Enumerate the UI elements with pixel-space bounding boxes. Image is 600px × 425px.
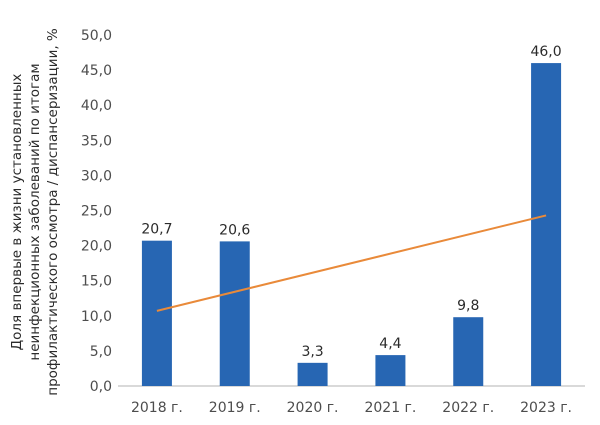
y-tick-label: 15,0 <box>81 274 112 290</box>
y-tick-label: 30,0 <box>81 168 112 184</box>
bar <box>453 317 484 386</box>
data-label: 20,6 <box>219 222 250 238</box>
x-tick-label: 2018 г. <box>131 400 183 416</box>
y-axis-ticks: 0,0 5,0 10,0 15,0 20,0 25,0 30,0 35,0 40,0 45,0 50… <box>81 28 112 395</box>
y-axis-title-line: Доля впервые в жизни установленных <box>9 74 25 351</box>
trendline <box>156 214 547 312</box>
data-labels: 20,7 20,6 3,3 4,4 9,8 46,0 <box>141 44 561 360</box>
y-tick-label: 40,0 <box>81 98 112 114</box>
y-tick-label: 50,0 <box>81 28 112 44</box>
bars <box>141 63 562 387</box>
y-tick-label: 35,0 <box>81 133 112 149</box>
x-tick-label: 2019 г. <box>209 400 261 416</box>
bar <box>141 240 172 386</box>
y-axis-title-line: неинфекционных заболеваний по итогам <box>27 63 43 360</box>
x-tick-label: 2022 г. <box>442 400 494 416</box>
y-tick-label: 10,0 <box>81 309 112 325</box>
bar <box>531 63 562 387</box>
data-label: 4,4 <box>379 336 401 352</box>
data-label: 20,7 <box>141 222 172 238</box>
x-axis-ticks: 2018 г. 2019 г. 2020 г. 2021 г. 2022 г. 2023 … <box>131 400 572 416</box>
bar <box>219 241 250 386</box>
x-tick-label: 2021 г. <box>364 400 416 416</box>
data-label: 9,8 <box>457 298 479 314</box>
data-label: 46,0 <box>530 44 561 60</box>
bar <box>297 362 328 386</box>
y-axis-title-line: профилактического осмотра / диспансериза… <box>45 28 61 396</box>
y-tick-label: 0,0 <box>90 379 112 395</box>
y-tick-label: 5,0 <box>90 344 112 360</box>
x-tick-label: 2023 г. <box>520 400 572 416</box>
y-tick-label: 25,0 <box>81 204 112 220</box>
x-tick-label: 2020 г. <box>287 400 339 416</box>
bar <box>375 355 406 386</box>
y-axis-title: Доля впервые в жизни установленных неинфе… <box>9 28 61 396</box>
data-label: 3,3 <box>301 344 323 360</box>
y-tick-label: 20,0 <box>81 239 112 255</box>
y-tick-label: 45,0 <box>81 63 112 79</box>
